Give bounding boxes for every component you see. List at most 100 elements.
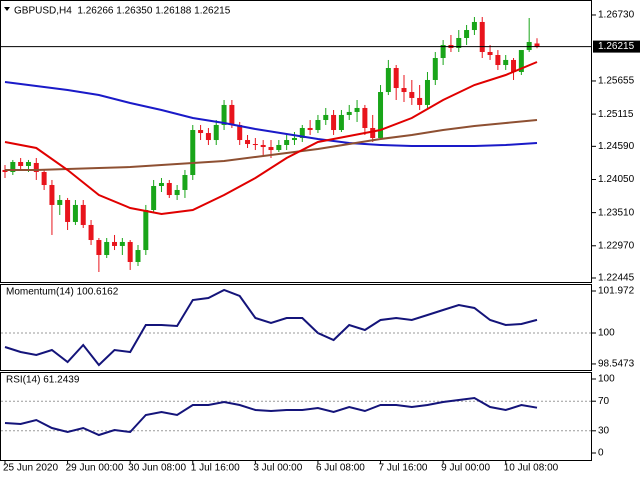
candle-body [190, 130, 196, 176]
candle-body [315, 120, 321, 131]
candle-body [291, 137, 297, 141]
rsi-panel [0, 372, 592, 461]
candle-body [65, 199, 71, 222]
x-tick-label: 7 Jul 16:00 [379, 463, 428, 474]
candle-body [135, 250, 141, 262]
chart-title: GBPUSD,H4 1.26266 1.26350 1.26188 1.2621… [14, 6, 231, 17]
y-tick-label: 98.5473 [598, 359, 635, 370]
panel-title: Momentum(14) 100.6162 [6, 287, 119, 298]
candle-body [440, 44, 446, 59]
x-tick-label: 9 Jul 00:00 [441, 463, 490, 474]
candle-body [268, 147, 274, 151]
y-tick-label: 1.22970 [598, 240, 635, 251]
candle-body [33, 162, 39, 172]
candle-body [41, 171, 47, 186]
candle-body [354, 107, 360, 112]
current-price-box [593, 40, 640, 53]
candle-body [252, 144, 258, 146]
candle-body [276, 144, 282, 151]
candle-body [127, 241, 133, 262]
candle-body [143, 209, 149, 251]
panel-title: RSI(14) 61.2439 [6, 375, 80, 386]
candle-body [104, 241, 110, 255]
x-tick-label: 25 Jun 2020 [3, 463, 58, 474]
candle-body [378, 92, 384, 138]
candle-body [72, 204, 78, 222]
candle-body [88, 224, 94, 241]
x-tick-label: 6 Jul 08:00 [316, 463, 365, 474]
y-tick-label: 0 [598, 448, 604, 459]
candle-body [284, 140, 290, 145]
candle-body [417, 97, 423, 105]
candle-body [49, 185, 55, 205]
candle-body [479, 21, 485, 52]
indicator-line [4, 288, 538, 367]
menu-arrow [4, 7, 10, 11]
candle-body [385, 68, 391, 93]
y-tick-label: 101.972 [598, 286, 635, 297]
y-tick-label: 1.22445 [598, 273, 635, 284]
candle-body [518, 50, 524, 73]
candle-body [346, 111, 352, 115]
candle-body [112, 241, 118, 246]
x-tick-label: 30 Jun 08:00 [128, 463, 186, 474]
candle-body [471, 21, 477, 31]
candle-body [495, 55, 501, 66]
candle-body [464, 30, 470, 38]
candle-body [534, 43, 540, 47]
moving-average [5, 119, 538, 171]
candle-body [432, 58, 438, 80]
candle-body [307, 127, 313, 131]
candle-body [213, 124, 219, 141]
candle-body [424, 79, 430, 105]
y-tick-label: 1.23510 [598, 207, 635, 218]
candle-body [229, 104, 235, 125]
candle-body [10, 161, 16, 172]
y-tick-label: 1.25655 [598, 76, 635, 87]
moving-average [4, 61, 538, 216]
candle-body [198, 130, 204, 134]
candle-body [362, 107, 368, 128]
candle-body [299, 127, 305, 138]
y-tick-label: 100 [598, 328, 615, 339]
candle-body [80, 204, 86, 225]
candle-body [393, 68, 399, 89]
candle-body [370, 127, 376, 138]
candle-body [331, 114, 337, 131]
candle-body [158, 182, 164, 186]
candle-body [96, 240, 102, 255]
candle-body [401, 88, 407, 93]
candle-body [456, 37, 462, 49]
candle-body [119, 241, 125, 246]
candle-body [526, 41, 532, 51]
candle-body [338, 114, 344, 131]
y-tick-label: 1.24590 [598, 141, 635, 152]
candle-body [260, 144, 266, 148]
x-tick-label: 29 Jun 00:00 [66, 463, 124, 474]
candle-body [18, 161, 24, 166]
candle-body [409, 92, 415, 98]
y-tick-label: 100 [598, 374, 615, 385]
candle-body [511, 59, 517, 73]
candle-body [323, 114, 329, 121]
y-tick-label: 1.24050 [598, 174, 635, 185]
main-panel [0, 0, 592, 283]
candle-body [503, 59, 509, 66]
x-tick-label: 1 Jul 16:00 [191, 463, 240, 474]
candle-body [166, 182, 172, 196]
y-tick-label: 30 [598, 425, 610, 436]
candle-body [57, 199, 63, 205]
candle-body [151, 185, 157, 210]
indicator-line [4, 396, 538, 437]
candle-body [182, 175, 188, 190]
y-tick-label: 1.26730 [598, 10, 635, 21]
x-tick-label: 10 Jul 08:00 [504, 463, 559, 474]
candle-body [174, 189, 180, 196]
candle-body [221, 104, 227, 125]
candle-body [205, 133, 211, 141]
y-tick-label: 70 [598, 396, 610, 407]
momentum-panel [0, 284, 592, 371]
moving-average [4, 81, 538, 147]
